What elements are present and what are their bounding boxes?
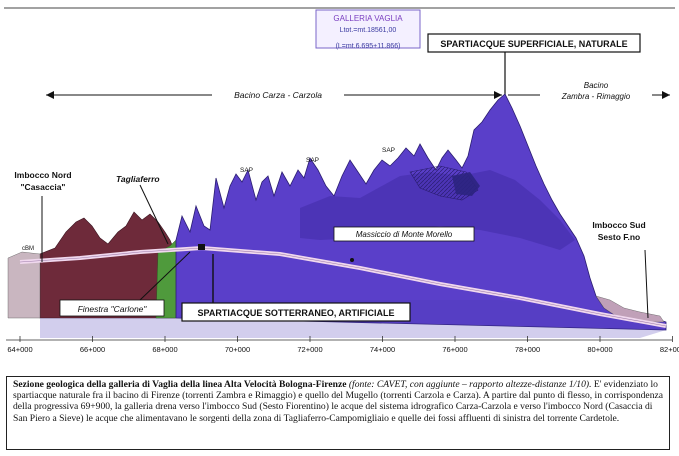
svg-text:Imbocco Sud: Imbocco Sud [592,220,645,230]
chainage-label: 74+000 [370,345,395,354]
chainage-label: 72+000 [297,345,322,354]
bacino-zambra-label-2: Zambra - Rimaggio [561,92,631,101]
north-hills-lower [7,251,41,319]
chainage-label: 64+000 [7,345,32,354]
finestra-point [350,258,354,262]
geological-section-diagram: GALLERIA VAGLIA Ltot.=mt.18561,00 (L=mt.… [4,7,679,354]
tagliaferro-label: Tagliaferro [116,174,160,184]
chainage-label: 68+000 [152,345,177,354]
tagliaferro-leader [139,184,169,245]
imbocco-sud-leader [644,249,649,319]
finestra-leader [139,251,191,301]
gallery-info-box: GALLERIA VAGLIA Ltot.=mt.18561,00 (L=mt.… [315,9,421,50]
chainage-label: 66+000 [80,345,105,354]
spartiacque-superficiale-label: SPARTIACQUE SUPERFICIALE, NATURALE [427,33,641,53]
svg-text:SPARTIACQUE SUPERFICIALE, NATU: SPARTIACQUE SUPERFICIALE, NATURALE [440,39,627,49]
svg-text:Massiccio di Monte Morello: Massiccio di Monte Morello [356,230,453,239]
gallery-length-split: (L=mt.6.695+11.866) [336,43,401,50]
sap-label-3: SAP [382,147,395,154]
chainage-label: 78+000 [515,345,540,354]
massif-dark-patch [452,172,480,196]
sap-label-2: SAP [306,157,319,164]
massiccio-label: Massiccio di Monte Morello [333,226,475,242]
chainage-label: 70+000 [225,345,250,354]
caption-body: E' evidenziato lo spartiacque naturale f… [13,379,664,424]
svg-text:Sesto F.no: Sesto F.no [598,232,641,242]
finestra-carlone-label: Finestra "Carlone" [59,299,165,317]
chainage-label: 76+000 [442,345,467,354]
flex-point-marker [198,244,205,250]
chainage-label: 82+000 [660,345,679,354]
bacino-zambra-label-1: Bacino [584,81,609,90]
cbm-label: cBM [22,246,34,252]
caption-title: Sezione geologica della galleria di Vagl… [13,379,347,390]
figure-caption: Sezione geologica della galleria di Vagl… [6,376,670,450]
south-end-deposits [595,295,665,323]
sap-label-1: SAP [240,167,253,174]
chainage-label: 80+000 [587,345,612,354]
bacino-carza-label: Bacino Carza - Carzola [234,90,322,100]
chainage-ruler: 64+000 66+000 68+000 70+000 72+000 74+000 76+0… [7,336,679,354]
spartiacque-sotterraneo-label: SPARTIACQUE SOTTERRANEO, ARTIFICIALE [181,302,411,322]
gallery-total-length: Ltot.=mt.18561,00 [340,27,397,34]
imbocco-nord-label: Imbocco Nord "Casaccia" [10,167,76,195]
svg-text:Finestra "Carlone": Finestra "Carlone" [78,304,148,314]
svg-text:SPARTIACQUE SOTTERRANEO, ARTIF: SPARTIACQUE SOTTERRANEO, ARTIFICIALE [197,308,394,318]
north-hills [39,211,176,319]
gallery-name: GALLERIA VAGLIA [333,14,403,23]
svg-text:Imbocco Nord: Imbocco Nord [14,170,71,180]
imbocco-sud-label: Imbocco Sud Sesto F.no [592,217,646,245]
tunnel-profile-edge [19,247,667,327]
svg-text:"Casaccia": "Casaccia" [21,182,66,192]
caption-source: (fonte: CAVET, con aggiunte – rapporto a… [346,379,592,390]
